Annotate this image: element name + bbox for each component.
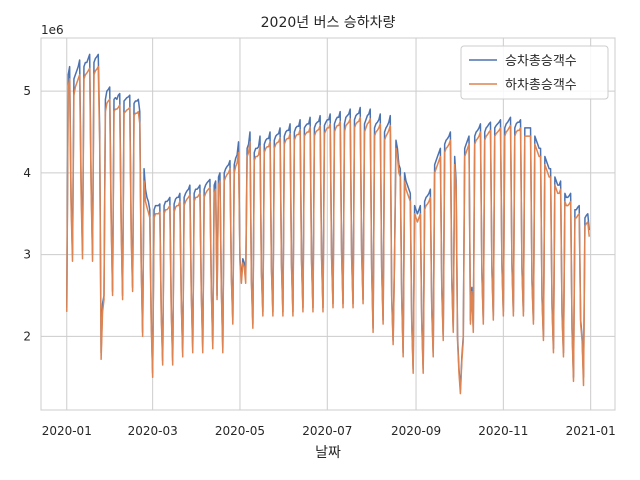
- series-line-alighting: [66, 65, 590, 395]
- x-tick-label: 2020-07: [302, 424, 352, 438]
- tick-layer: 2020-01 2020-03 2020-05 2020-07 2020-09 2020-…: [23, 84, 615, 438]
- legend-box: [460, 45, 609, 100]
- legend-label-alighting: 하차총승객수: [505, 78, 577, 93]
- x-axis-label: 날짜: [315, 445, 341, 461]
- plot-area-frame: [40, 37, 616, 411]
- x-tick-label: 2020-03: [128, 424, 178, 438]
- legend: 승차총승객수 하차총승객수: [460, 45, 609, 100]
- x-tick-label: 2020-01: [42, 424, 92, 438]
- y-tick-label: 5: [23, 84, 31, 98]
- y-tick-label: 4: [23, 166, 31, 180]
- y-tick-label: 2: [23, 329, 31, 343]
- y-offset-label: 1e6: [41, 23, 64, 37]
- legend-label-boarding: 승차총승객수: [505, 54, 577, 69]
- x-tick-label: 2020-11: [478, 424, 528, 438]
- y-tick-label: 3: [23, 248, 31, 262]
- chart-title: 2020년 버스 승하차량: [261, 15, 396, 31]
- series-layer: [66, 53, 590, 395]
- x-tick-label: 2020-09: [391, 424, 441, 438]
- x-tick-label: 2021-01: [566, 424, 616, 438]
- x-tick-label: 2020-05: [215, 424, 265, 438]
